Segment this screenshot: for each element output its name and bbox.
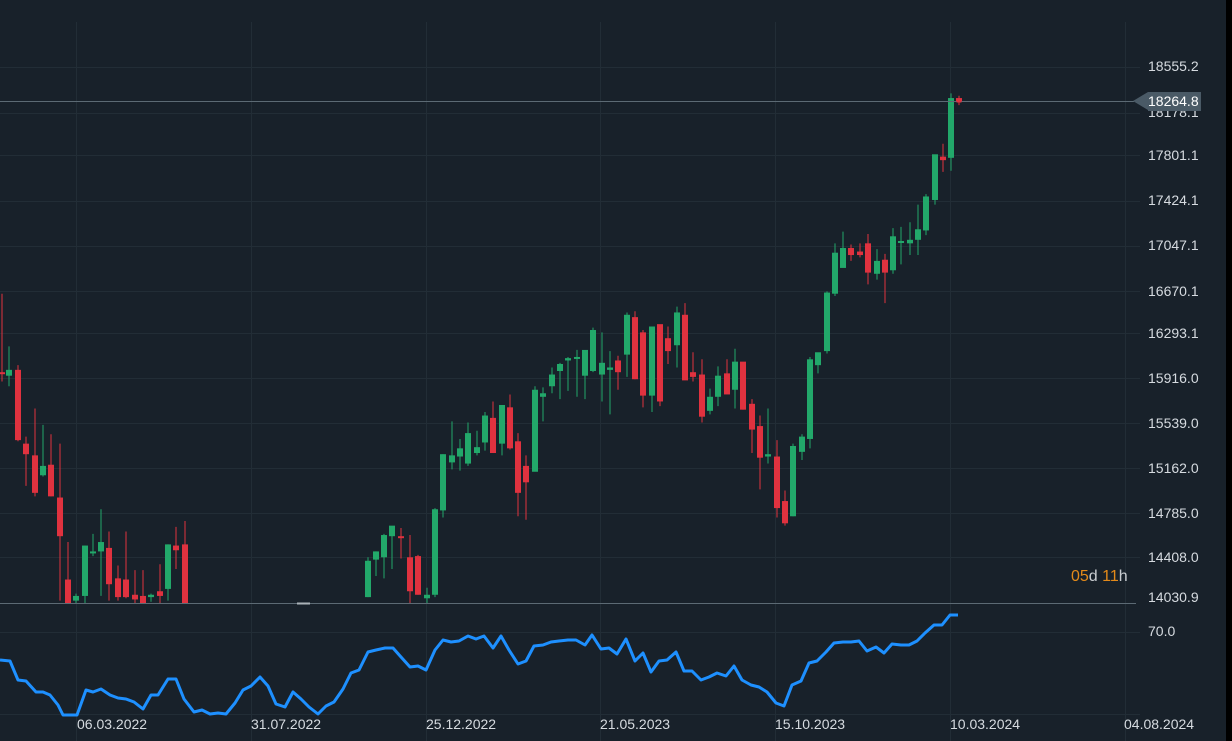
y-tick: 16670.1 (1148, 283, 1199, 299)
countdown-hours-unit: h (1118, 568, 1128, 585)
y-tick: 15162.0 (1148, 460, 1199, 476)
y-tick: 18555.2 (1148, 58, 1199, 74)
y-tick: 16293.1 (1148, 325, 1199, 341)
x-tick: 31.07.2022 (251, 716, 322, 732)
x-tick: 06.03.2022 (77, 716, 148, 732)
x-tick: 15.10.2023 (775, 716, 846, 732)
x-tick: 04.08.2024 (1124, 716, 1195, 732)
pane-resize-handle[interactable] (297, 602, 310, 605)
y-tick: 15539.0 (1148, 415, 1199, 431)
y-tick: 17424.1 (1148, 192, 1199, 208)
countdown-days-unit: d (1088, 568, 1098, 585)
grid-lines (0, 22, 1140, 741)
y-tick: 17047.1 (1148, 237, 1199, 253)
rsi-level-label: 70.0 (1148, 623, 1176, 639)
y-tick: 14785.0 (1148, 505, 1199, 521)
y-tick: 14408.0 (1148, 549, 1199, 565)
x-tick: 21.05.2023 (600, 716, 671, 732)
countdown-hours: 11 (1102, 568, 1119, 585)
price-tag-arrow-icon (1133, 92, 1148, 110)
candle-countdown: 05d 11h (1071, 568, 1128, 586)
rsi-line (0, 613, 958, 717)
current-price-tag: 18264.8 (1148, 92, 1201, 111)
x-tick: 25.12.2022 (426, 716, 497, 732)
countdown-days: 05 (1071, 568, 1089, 585)
y-tick: 15916.0 (1148, 370, 1199, 386)
candles (0, 93, 962, 603)
current-price-marker (956, 97, 962, 105)
x-tick: 10.03.2024 (950, 716, 1021, 732)
y-tick: 14030.9 (1148, 589, 1199, 605)
y-tick: 17801.1 (1148, 147, 1199, 163)
